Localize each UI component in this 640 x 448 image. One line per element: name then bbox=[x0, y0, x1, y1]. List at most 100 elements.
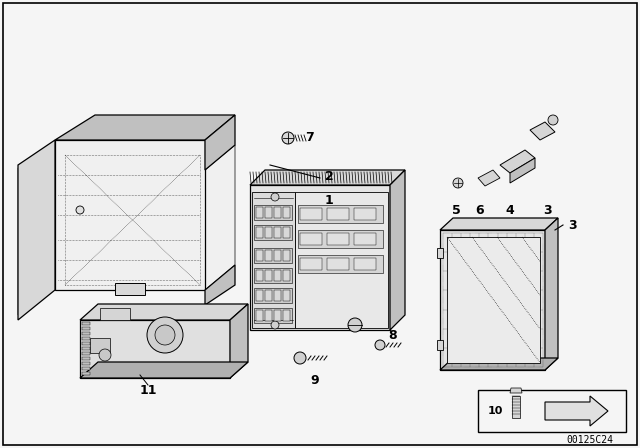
Bar bbox=[82, 347, 90, 350]
Bar bbox=[298, 205, 383, 223]
Polygon shape bbox=[545, 218, 558, 370]
Polygon shape bbox=[437, 248, 443, 258]
Polygon shape bbox=[205, 265, 235, 305]
Text: 3: 3 bbox=[543, 203, 551, 216]
Bar bbox=[254, 248, 292, 263]
Bar bbox=[298, 255, 383, 273]
Text: 4: 4 bbox=[506, 203, 515, 216]
Bar bbox=[274, 290, 281, 301]
Bar bbox=[265, 227, 272, 238]
Bar bbox=[265, 207, 272, 218]
Bar bbox=[254, 288, 292, 303]
Circle shape bbox=[76, 206, 84, 214]
Polygon shape bbox=[80, 320, 230, 378]
Bar bbox=[512, 396, 520, 418]
Bar bbox=[82, 372, 90, 375]
Bar bbox=[300, 233, 322, 245]
Polygon shape bbox=[250, 185, 390, 330]
Bar bbox=[274, 250, 281, 261]
Circle shape bbox=[453, 178, 463, 188]
Bar bbox=[283, 310, 290, 321]
Polygon shape bbox=[55, 120, 235, 145]
Polygon shape bbox=[18, 145, 55, 315]
Bar bbox=[478, 390, 626, 432]
Bar bbox=[256, 310, 263, 321]
Bar bbox=[354, 258, 376, 270]
Text: 10: 10 bbox=[488, 406, 504, 416]
Polygon shape bbox=[80, 362, 248, 378]
Circle shape bbox=[155, 325, 175, 345]
Bar bbox=[274, 310, 281, 321]
Bar bbox=[265, 250, 272, 261]
Bar bbox=[256, 290, 263, 301]
Bar bbox=[100, 308, 130, 320]
Text: 7: 7 bbox=[305, 130, 314, 143]
Polygon shape bbox=[250, 170, 405, 185]
Circle shape bbox=[271, 321, 279, 329]
Bar bbox=[82, 357, 90, 360]
Polygon shape bbox=[18, 140, 55, 320]
Bar bbox=[300, 258, 322, 270]
Bar bbox=[265, 290, 272, 301]
Bar bbox=[90, 338, 110, 353]
Polygon shape bbox=[390, 170, 405, 330]
Text: 9: 9 bbox=[310, 374, 319, 387]
Bar bbox=[82, 352, 90, 355]
Text: 5: 5 bbox=[452, 203, 460, 216]
Bar bbox=[327, 208, 349, 220]
Bar bbox=[283, 250, 290, 261]
Polygon shape bbox=[80, 304, 248, 320]
Bar bbox=[354, 233, 376, 245]
Bar bbox=[82, 327, 90, 330]
Bar bbox=[254, 308, 292, 323]
Bar bbox=[82, 342, 90, 345]
Bar bbox=[354, 208, 376, 220]
Circle shape bbox=[548, 115, 558, 125]
Bar bbox=[298, 230, 383, 248]
Polygon shape bbox=[295, 192, 388, 328]
Bar bbox=[82, 337, 90, 340]
Bar bbox=[265, 270, 272, 281]
Polygon shape bbox=[230, 304, 248, 378]
Text: 8: 8 bbox=[388, 328, 397, 341]
Polygon shape bbox=[545, 396, 608, 426]
Bar bbox=[82, 322, 90, 325]
Bar bbox=[82, 367, 90, 370]
Polygon shape bbox=[510, 388, 522, 393]
Polygon shape bbox=[440, 218, 558, 230]
Polygon shape bbox=[440, 230, 545, 370]
Polygon shape bbox=[205, 145, 235, 290]
Text: 1: 1 bbox=[325, 194, 333, 207]
Circle shape bbox=[282, 132, 294, 144]
Bar bbox=[256, 227, 263, 238]
Bar bbox=[300, 208, 322, 220]
Circle shape bbox=[375, 340, 385, 350]
Bar bbox=[274, 227, 281, 238]
Polygon shape bbox=[252, 192, 295, 328]
Polygon shape bbox=[55, 115, 235, 140]
Polygon shape bbox=[500, 150, 535, 173]
Text: 00125C24: 00125C24 bbox=[566, 435, 614, 445]
Circle shape bbox=[147, 317, 183, 353]
Bar bbox=[327, 233, 349, 245]
Text: 3: 3 bbox=[568, 219, 577, 232]
Bar bbox=[283, 227, 290, 238]
Bar bbox=[256, 270, 263, 281]
Bar bbox=[274, 207, 281, 218]
Polygon shape bbox=[115, 283, 145, 295]
Polygon shape bbox=[510, 158, 535, 183]
Bar bbox=[82, 332, 90, 335]
Circle shape bbox=[99, 349, 111, 361]
Bar bbox=[256, 207, 263, 218]
Bar bbox=[82, 362, 90, 365]
Polygon shape bbox=[447, 237, 540, 363]
Circle shape bbox=[271, 193, 279, 201]
Bar bbox=[327, 258, 349, 270]
Bar bbox=[274, 270, 281, 281]
Bar bbox=[283, 270, 290, 281]
Polygon shape bbox=[55, 140, 205, 290]
Polygon shape bbox=[205, 115, 235, 170]
Polygon shape bbox=[437, 340, 443, 350]
Circle shape bbox=[348, 318, 362, 332]
Bar bbox=[256, 250, 263, 261]
